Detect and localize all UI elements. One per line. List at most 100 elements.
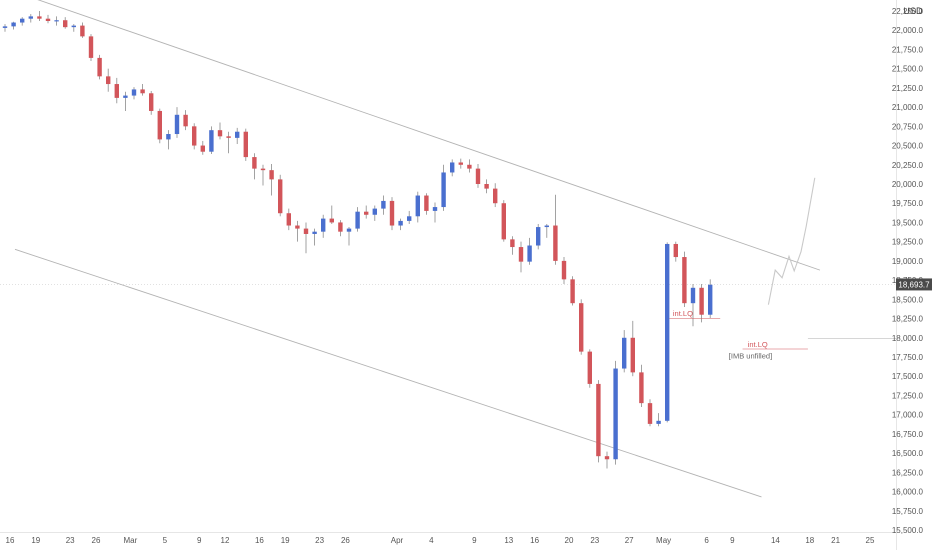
last-price-badge: 18,693.7: [896, 278, 932, 291]
candle: [286, 208, 291, 231]
x-tick-label: 9: [730, 536, 735, 545]
candle-body: [484, 184, 489, 189]
candle: [441, 164, 446, 211]
candle: [303, 222, 309, 254]
y-tick-label: 18,250.0: [892, 315, 924, 324]
y-tick-label: 20,250.0: [892, 161, 924, 170]
candle: [570, 276, 575, 306]
channel-upper-line: [37, 0, 821, 271]
candle: [467, 159, 472, 173]
y-tick-label: 19,500.0: [892, 218, 924, 227]
candle-body: [295, 225, 300, 229]
candle: [450, 159, 455, 177]
x-tick-label: 23: [315, 536, 324, 545]
candle: [346, 227, 352, 246]
channel-lower-line: [14, 248, 762, 498]
candle-body: [450, 162, 455, 173]
candle-body: [88, 36, 94, 58]
candle: [415, 191, 420, 223]
candle-body: [381, 200, 386, 209]
candle-body: [63, 20, 68, 28]
candle: [407, 210, 412, 224]
x-tick-label: 19: [31, 536, 40, 545]
candle: [604, 451, 610, 469]
candle-body: [493, 188, 498, 204]
candle: [484, 179, 489, 194]
candle-body: [355, 211, 360, 229]
y-tick-label: 19,750.0: [892, 199, 924, 208]
candle-body: [673, 243, 678, 258]
candle-body: [106, 76, 111, 85]
candle: [97, 54, 102, 80]
candle: [338, 220, 343, 237]
candle-body: [690, 287, 696, 304]
candle-body: [501, 203, 506, 240]
candle: [226, 131, 231, 154]
candle: [613, 360, 618, 465]
x-tick-label: 14: [771, 536, 780, 545]
x-tick-label: May: [656, 536, 671, 545]
y-tick-label: 17,500.0: [892, 372, 924, 381]
y-tick-label: 18,500.0: [892, 295, 924, 304]
candle: [432, 202, 438, 223]
candle: [622, 330, 627, 373]
candle: [708, 279, 713, 319]
price-badge-bg: [896, 278, 932, 291]
y-tick-label: 20,000.0: [892, 180, 924, 189]
candle-body: [510, 239, 515, 248]
candle-body: [269, 170, 274, 180]
candle: [45, 14, 51, 24]
x-tick-label: 26: [341, 536, 350, 545]
candle: [501, 200, 506, 242]
candle: [553, 194, 558, 265]
candle-body: [303, 228, 309, 234]
y-tick-label: 21,500.0: [892, 65, 924, 74]
candle: [11, 21, 16, 30]
candle-body: [372, 208, 377, 215]
candle: [544, 223, 549, 238]
candle-body: [518, 247, 524, 262]
candle-body: [346, 228, 352, 232]
x-tick-label: Apr: [391, 536, 404, 545]
candle: [398, 218, 403, 231]
candle-body: [192, 126, 197, 146]
candle-body: [389, 200, 395, 226]
candle-body: [432, 207, 438, 211]
candle-body: [708, 284, 713, 315]
candle: [140, 84, 145, 96]
candle: [131, 87, 137, 100]
candle-body: [37, 16, 42, 19]
candle-body: [587, 351, 592, 384]
candle-body: [613, 368, 618, 460]
candle: [243, 128, 248, 161]
candle-body: [209, 130, 214, 152]
candle-body: [527, 245, 532, 262]
y-tick-label: 15,750.0: [892, 507, 924, 516]
candle: [2, 24, 8, 32]
candle-body: [458, 162, 463, 165]
x-tick-label: 6: [704, 536, 709, 545]
x-tick-label: Mar: [124, 536, 138, 545]
candle: [295, 220, 300, 242]
candle: [166, 130, 171, 150]
y-tick-label: 16,750.0: [892, 430, 924, 439]
candle: [656, 413, 661, 427]
candle-body: [166, 134, 171, 140]
candle-body: [570, 279, 575, 304]
candle-body: [80, 25, 85, 37]
candle: [647, 399, 653, 427]
candle: [372, 205, 377, 221]
candle-body: [596, 383, 601, 457]
y-tick-label: 22,250.0: [892, 7, 924, 16]
channel-layer: [14, 0, 821, 498]
x-tick-label: 20: [565, 536, 574, 545]
y-tick-label: 17,250.0: [892, 391, 924, 400]
candle: [493, 183, 498, 208]
candle: [389, 197, 395, 231]
candle-body: [252, 157, 257, 169]
candle-body: [415, 195, 420, 217]
candle-body: [536, 227, 541, 246]
candle-body: [630, 337, 635, 373]
candle: [424, 193, 429, 215]
